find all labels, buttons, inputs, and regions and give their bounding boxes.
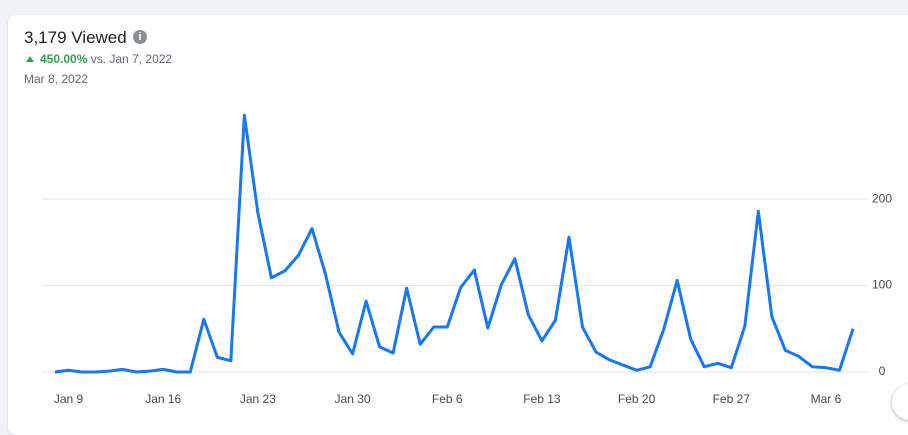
title: 3,179 Viewed — [24, 28, 127, 47]
y-tick-label: 100 — [872, 278, 892, 292]
x-tick-label: Feb 6 — [432, 392, 463, 406]
x-tick-label: Jan 30 — [335, 392, 371, 406]
line-series — [54, 113, 855, 374]
y-tick-label: 200 — [872, 191, 892, 205]
x-tick-label: Jan 23 — [240, 392, 276, 406]
scroll-button[interactable] — [892, 384, 908, 420]
x-tick-label: Jan 9 — [54, 392, 84, 406]
x-tick-label: Mar 6 — [811, 392, 842, 406]
comparison: vs. Jan 7, 2022 — [90, 52, 173, 66]
x-tick-label: Feb 20 — [618, 392, 656, 406]
x-tick-label: Jan 16 — [145, 392, 181, 406]
x-tick-label: Feb 27 — [713, 392, 751, 406]
info-icon[interactable]: i — [133, 30, 147, 44]
subtitle: 450.00% vs. Jan 7, 2022 — [26, 52, 172, 66]
y-tick-label: 0 — [879, 364, 886, 378]
change: 450.00% — [40, 52, 88, 66]
x-tick-label: Feb 13 — [523, 392, 561, 406]
date: Mar 8, 2022 — [24, 72, 89, 86]
